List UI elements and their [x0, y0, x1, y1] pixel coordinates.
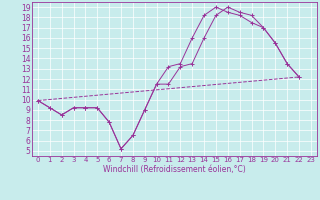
X-axis label: Windchill (Refroidissement éolien,°C): Windchill (Refroidissement éolien,°C) — [103, 165, 246, 174]
